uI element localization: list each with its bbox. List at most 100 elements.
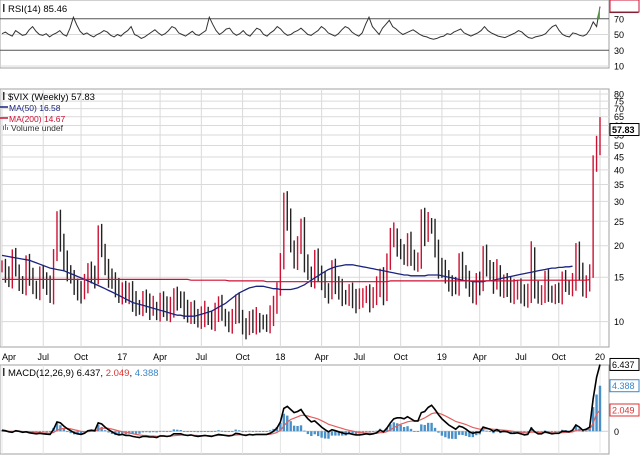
macd-legend-signal: 2.049 [106,368,130,379]
macd-histogram-bar [279,422,282,432]
macd-histogram-bar [76,431,79,435]
macd-tick-label: 0 [614,427,619,437]
macd-histogram-bar [48,431,52,433]
macd-histogram-bar [248,430,251,432]
macd-histogram-bar [488,431,492,433]
macd-histogram-bar [227,431,231,433]
volume-swatch [3,124,8,130]
macd-histogram-bar [66,431,69,433]
macd-histogram-bar [468,431,471,438]
macd-histogram-bar [375,430,378,432]
macd-histogram-bar [234,429,237,432]
macd-histogram-bar [217,430,220,432]
macd-histogram-bar [433,427,437,432]
price-tick-label: 75 [614,97,624,107]
macd-histogram-bar [574,425,578,432]
macd-value-label: 4.388 [612,381,635,391]
macd-histogram-bar [299,425,303,432]
macd-histogram-bar [100,426,103,432]
x-tick-label: Jul [354,352,366,362]
ma200-last-box [609,0,640,13]
macd-histogram-bar [581,431,585,433]
rsi-legend: RSI(14) 85.46 [3,4,67,15]
macd-histogram-bar [268,430,272,432]
macd-histogram-bar [59,425,62,432]
x-tick-label: 17 [117,352,127,362]
macd-histogram-bar [492,431,495,434]
macd-histogram-bar [540,431,543,433]
macd-histogram-bar [121,431,124,434]
price-tick-label: 25 [614,217,624,227]
macd-histogram-bar [272,428,275,432]
macd-histogram-bar [471,431,475,438]
rsi-line [1,6,601,40]
macd-histogram-bar [598,385,602,432]
macd-histogram-bar [55,422,59,432]
ma200-line [2,278,590,283]
x-tick-label: Oct [74,352,89,362]
macd-histogram-bar [475,431,478,436]
macd-signal-line [2,409,601,437]
macd-legend-sep: , [129,368,134,379]
vix-last-label: 57.83 [612,125,635,135]
x-tick-label: Jul [37,352,49,362]
macd-histogram-bar [547,431,550,433]
macd-histogram-bar [210,431,213,433]
macd-histogram-bar [481,429,485,432]
ma200-legend-text: MA(200) 14.67 [9,114,65,124]
macd-histogram-bar [354,431,358,435]
price-tick-label: 15 [614,273,624,283]
macd-histogram-bar [509,431,512,434]
rsi-legend-text: RSI(14) 85.46 [8,4,67,15]
macd-histogram-bar [172,429,176,432]
macd-histogram-bar [241,431,244,433]
macd-histogram-bar [409,428,413,432]
macd-histogram-bar [207,431,210,433]
x-tick-label: Jul [515,352,527,362]
macd-histogram-bar [196,431,200,433]
macd-histogram-bar [316,431,320,437]
macd-histogram-bar [320,431,323,438]
macd-histogram-bar [368,431,371,433]
macd-histogram-bar [231,431,234,433]
macd-histogram-bar [286,415,289,432]
rsi-tick-label: 10 [614,62,624,72]
macd-histogram-bar [303,430,306,432]
macd-histogram-bar [389,424,392,432]
price-tick-label: 65 [614,112,624,122]
macd-histogram-bar [595,394,598,432]
x-tick-label: Oct [236,352,251,362]
macd-histogram-bar [200,431,203,433]
macd-histogram-bar [385,427,389,432]
macd-histogram-bar [585,430,588,432]
macd-histogram-bar [440,431,444,436]
macd-histogram-bar [413,431,416,432]
macd-histogram-bar [323,431,327,439]
macd-histogram-bar [526,431,530,433]
macd-histogram-bar [351,431,354,435]
macd-histogram-bar [158,430,162,432]
macd-histogram-bar [402,426,406,432]
macd-histogram-bar [591,407,595,432]
macd-histogram-bar [543,430,547,432]
macd-histogram-bar [107,431,110,433]
macd-value-box [609,403,640,417]
macd-legend-hist: 4.388 [135,368,159,379]
macd-histogram-bar [79,431,83,435]
macd-histogram-bar [430,422,433,432]
macd-histogram-bar [330,431,334,436]
macd-histogram-bar [396,423,399,432]
macd-histogram-bar [224,431,227,433]
price-legend: $VIX (Weekly) 57.83 MA(50) 16.58 MA(200)… [0,92,95,133]
macd-histogram-bar [203,431,206,432]
macd-histogram-bar [186,431,189,433]
macd-histogram-bar [371,431,375,433]
macd-histogram-bar [220,430,224,432]
macd-histogram-bar [255,430,258,432]
macd-value-box [609,379,640,393]
macd-histogram-bar [179,430,182,432]
macd-value-box [609,357,640,371]
price-tick-label: 50 [614,141,624,151]
macd-histogram-bar [289,421,292,432]
